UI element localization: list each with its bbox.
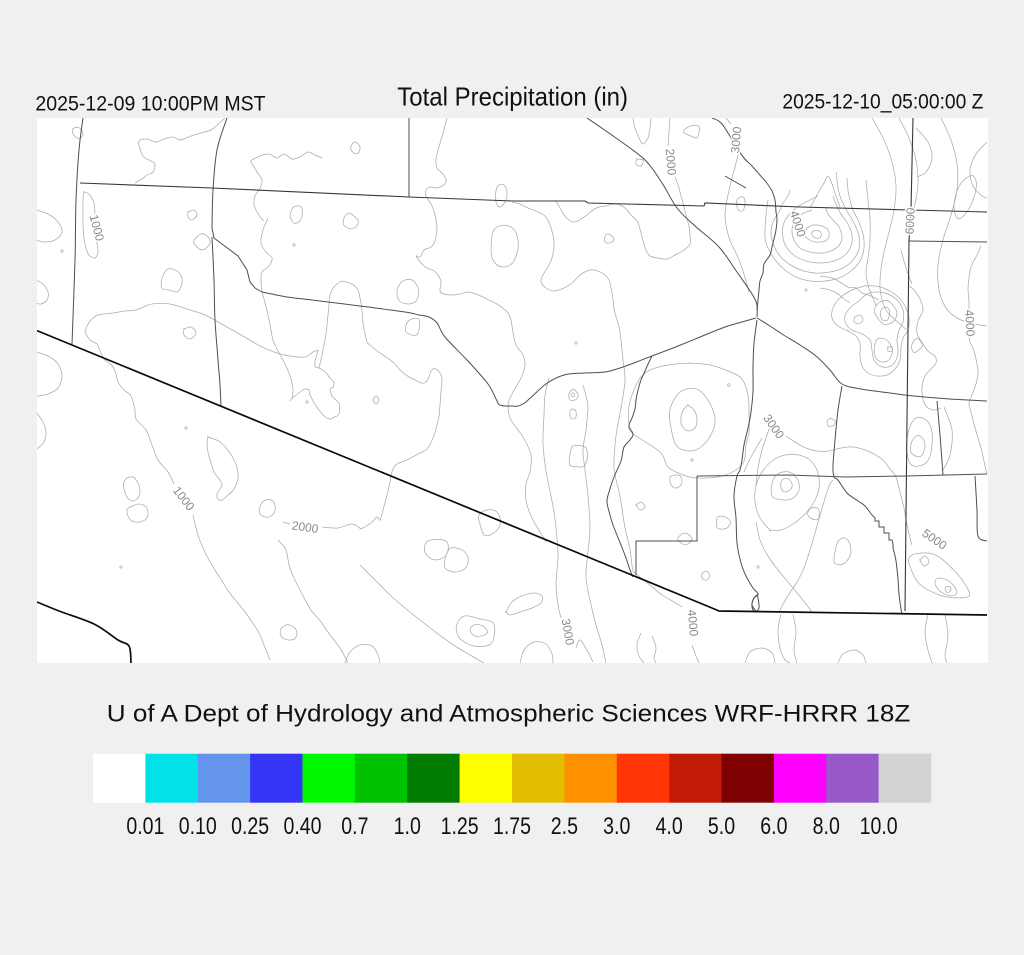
- svg-text:4.0: 4.0: [656, 813, 683, 840]
- svg-text:4000: 4000: [962, 309, 977, 337]
- svg-text:0.7: 0.7: [341, 813, 368, 840]
- svg-text:1.0: 1.0: [394, 813, 421, 840]
- svg-text:6.0: 6.0: [760, 813, 787, 840]
- svg-text:3.0: 3.0: [603, 813, 630, 840]
- svg-text:2.5: 2.5: [551, 813, 578, 840]
- svg-text:Total Precipitation (in): Total Precipitation (in): [397, 81, 628, 111]
- svg-text:8.0: 8.0: [813, 813, 840, 840]
- svg-text:0.40: 0.40: [284, 813, 322, 840]
- svg-text:3000: 3000: [559, 617, 577, 646]
- svg-text:2000: 2000: [291, 518, 320, 536]
- svg-text:5.0: 5.0: [708, 813, 735, 840]
- svg-text:3000: 3000: [728, 126, 744, 154]
- svg-text:2000: 2000: [663, 148, 679, 176]
- svg-text:10.0: 10.0: [860, 813, 898, 840]
- svg-text:0.01: 0.01: [126, 813, 164, 840]
- svg-text:1.75: 1.75: [493, 813, 531, 840]
- svg-text:0.25: 0.25: [231, 813, 269, 840]
- svg-text:2025-12-09 10:00PM MST: 2025-12-09 10:00PM MST: [35, 92, 265, 116]
- svg-text:1.25: 1.25: [441, 813, 479, 840]
- svg-text:0.10: 0.10: [179, 813, 217, 840]
- svg-text:6000: 6000: [902, 207, 917, 235]
- svg-text:U of A Dept of Hydrology and A: U of A Dept of Hydrology and Atmospheric…: [107, 700, 911, 727]
- svg-text:2025-12-10_05:00:00 Z: 2025-12-10_05:00:00 Z: [782, 90, 983, 114]
- svg-text:4000: 4000: [685, 609, 701, 637]
